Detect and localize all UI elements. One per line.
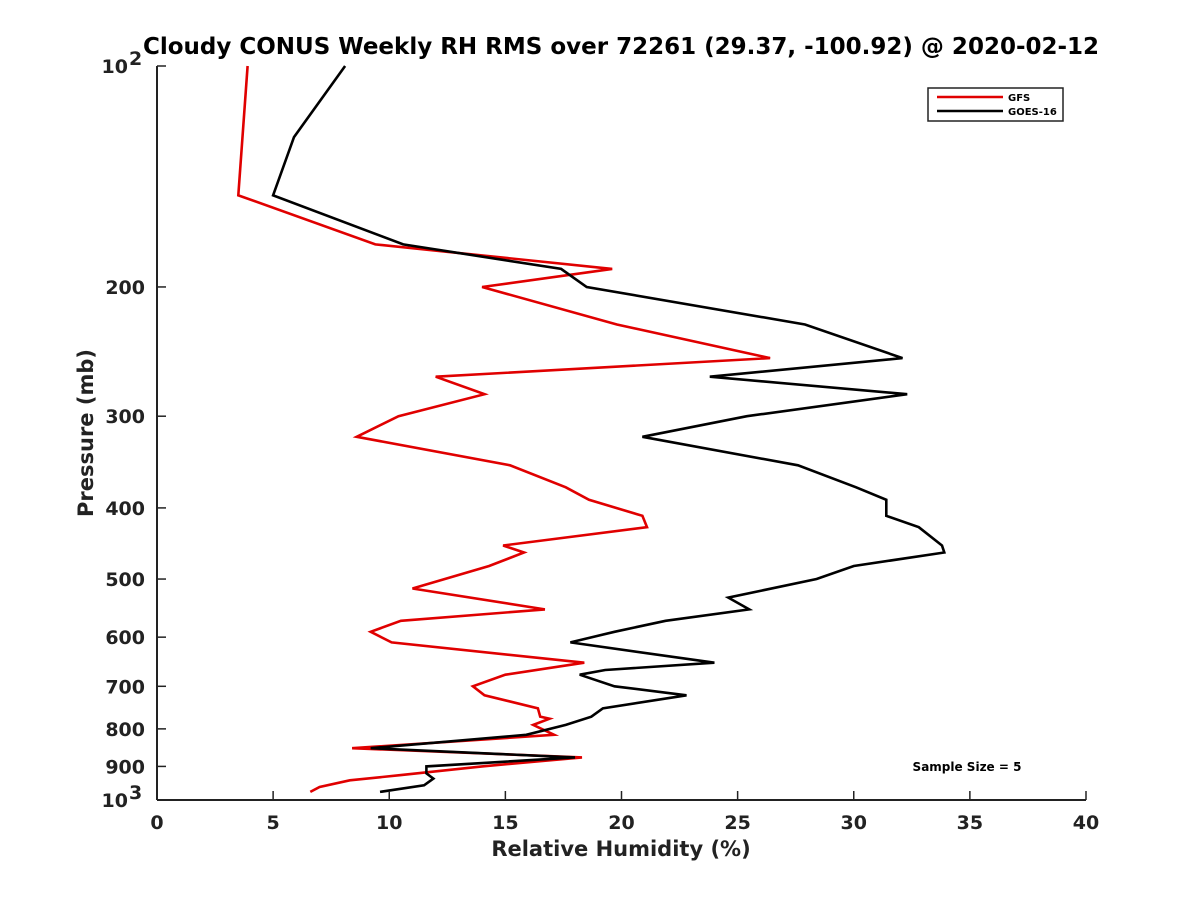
x-ticks: 0 5 10 15 20 25 30 35 40 <box>150 791 1099 834</box>
sample-size-annotation: Sample Size = 5 <box>913 760 1022 774</box>
y-tick-exponent: 2 <box>129 48 142 70</box>
series-line-gfs <box>236 65 771 794</box>
x-tick-label: 20 <box>608 812 634 834</box>
x-tick-label: 10 <box>376 812 402 834</box>
legend-box <box>927 87 1064 122</box>
x-tick-label: 5 <box>267 812 280 834</box>
axes <box>156 66 1086 801</box>
y-tick-label: 700 <box>105 676 145 698</box>
chart-title: Cloudy CONUS Weekly RH RMS over 72261 (2… <box>143 34 1099 60</box>
y-tick-label: 500 <box>105 569 145 591</box>
y-tick-label: 10 <box>102 56 128 78</box>
y-tick-label: 200 <box>105 277 145 299</box>
x-tick-label: 0 <box>150 812 163 834</box>
y-tick-label: 800 <box>105 719 145 741</box>
legend-label-goes16: GOES-16 <box>1008 107 1057 118</box>
y-tick-exponent: 3 <box>129 782 142 804</box>
series-lines <box>236 65 947 794</box>
y-axis-label: Pressure (mb) <box>74 349 98 517</box>
x-axis-label: Relative Humidity (%) <box>491 837 750 861</box>
y-tick-label: 10 <box>102 790 128 812</box>
x-tick-label: 30 <box>841 812 867 834</box>
x-tick-label: 35 <box>957 812 983 834</box>
x-tick-label: 15 <box>492 812 518 834</box>
y-tick-label: 400 <box>105 498 145 520</box>
legend-label-gfs: GFS <box>1008 93 1030 104</box>
x-tick-label: 25 <box>724 812 750 834</box>
y-tick-label: 600 <box>105 627 145 649</box>
x-tick-label: 40 <box>1073 812 1099 834</box>
y-tick-label: 300 <box>105 406 145 428</box>
legend: GFS GOES-16 <box>927 87 1064 122</box>
y-tick-label: 900 <box>105 756 145 778</box>
series-line-goes16 <box>271 65 947 794</box>
